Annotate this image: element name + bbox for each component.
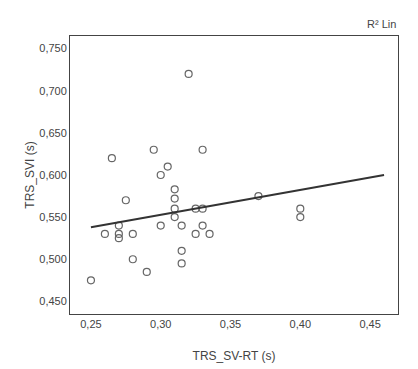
svg-text:0,45: 0,45 — [359, 318, 380, 330]
svg-text:0,650: 0,650 — [39, 127, 67, 139]
svg-text:R² Lin: R² Lin — [367, 18, 396, 30]
svg-text:TRS_SV-RT (s): TRS_SV-RT (s) — [193, 349, 276, 363]
svg-text:0,450: 0,450 — [39, 295, 67, 307]
svg-text:0,25: 0,25 — [80, 318, 101, 330]
svg-text:0,30: 0,30 — [150, 318, 171, 330]
svg-text:0,40: 0,40 — [290, 318, 311, 330]
svg-text:0,700: 0,700 — [39, 85, 67, 97]
svg-text:0,550: 0,550 — [39, 211, 67, 223]
svg-text:0,500: 0,500 — [39, 253, 67, 265]
svg-text:0,35: 0,35 — [220, 318, 241, 330]
svg-text:0,600: 0,600 — [39, 169, 67, 181]
svg-text:TRS_SVI (s): TRS_SVI (s) — [23, 141, 37, 208]
svg-text:0,750: 0,750 — [39, 42, 67, 54]
